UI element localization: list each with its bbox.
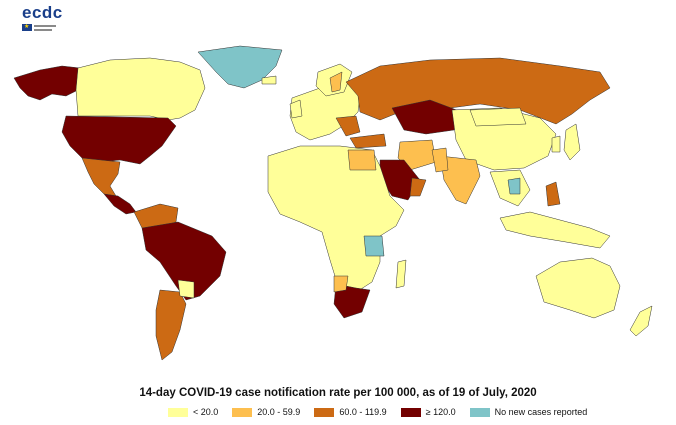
world-map (13, 45, 653, 361)
region-central-america (103, 193, 137, 215)
legend-item: ≥ 120.0 (400, 407, 456, 417)
legend-swatch (314, 407, 335, 417)
region-japan (563, 123, 581, 161)
region-egypt (347, 149, 377, 171)
logo-subtitle-bar (34, 29, 52, 31)
map-title: 14-day COVID-19 case notification rate p… (139, 387, 537, 399)
region-iceland (261, 75, 277, 85)
legend-label: < 20.0 (193, 407, 219, 417)
legend-item: 20.0 - 59.9 (232, 407, 300, 417)
logo-text: ecdc (22, 3, 63, 22)
region-new-zealand (629, 305, 653, 337)
region-south-africa (333, 283, 371, 319)
legend-label: No new cases reported (494, 407, 588, 417)
region-kazakhstan (391, 99, 463, 135)
region-russia (345, 57, 611, 125)
legend-item: < 20.0 (168, 407, 218, 417)
region-balkans (335, 115, 361, 137)
logo-subtitle-bar (34, 25, 56, 27)
region-pakistan (431, 147, 449, 173)
legend-item: No new cases reported (469, 407, 588, 417)
region-turkey (349, 133, 387, 149)
region-indochina (507, 177, 521, 195)
region-indonesia (499, 211, 611, 249)
region-argentina (155, 289, 187, 361)
region-philippines (545, 181, 561, 207)
region-mexico (81, 157, 121, 197)
region-canada (75, 57, 206, 121)
region-uk (289, 99, 303, 119)
region-south-america (141, 221, 227, 301)
region-namibia (333, 275, 349, 293)
region-mongolia (469, 107, 527, 127)
region-korea (551, 135, 561, 153)
legend-swatch (232, 407, 253, 417)
legend-swatch (469, 407, 490, 417)
legend-label: 60.0 - 119.9 (339, 407, 387, 417)
region-australia (535, 257, 621, 319)
region-tanzania (363, 235, 385, 257)
legend: < 20.0 20.0 - 59.9 60.0 - 119.9 ≥ 120.0 … (168, 407, 587, 417)
region-iran (397, 139, 437, 171)
legend-swatch (400, 407, 421, 417)
region-oman (409, 177, 427, 197)
region-india (439, 155, 481, 205)
legend-label: 20.0 - 59.9 (257, 407, 301, 417)
region-sweden (329, 71, 343, 93)
legend-label: ≥ 120.0 (425, 407, 456, 417)
eu-flag-icon (22, 23, 32, 31)
region-alaska (13, 65, 81, 101)
legend-swatch (168, 407, 188, 417)
legend-item: 60.0 - 119.9 (314, 407, 387, 417)
region-madagascar (395, 259, 407, 289)
region-paraguay (177, 279, 195, 299)
region-usa (61, 115, 177, 165)
